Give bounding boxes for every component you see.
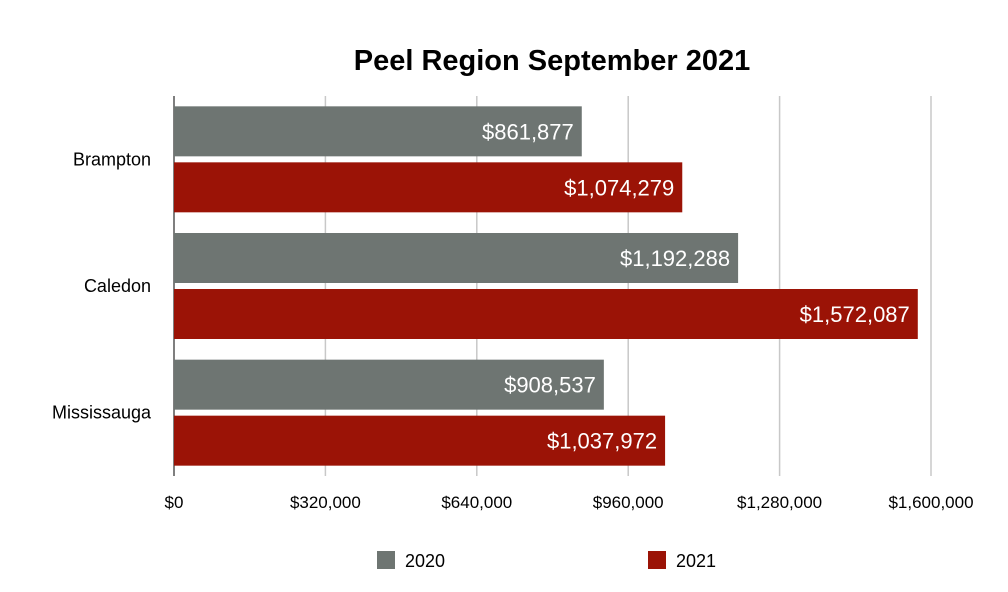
category-label-brampton: Brampton <box>73 149 151 169</box>
x-axis-ticks: $0 $320,000 $640,000 $960,000 $1,280,000 $1,6… <box>165 493 974 512</box>
bar-2020-caledon <box>174 233 739 283</box>
bar-2020-mississauga <box>174 359 604 410</box>
legend-label-2020: 2020 <box>405 551 445 571</box>
data-label: $1,074,279 <box>564 175 674 200</box>
category-label-mississauga: Mississauga <box>52 403 152 423</box>
legend: 2020 2021 <box>377 551 716 571</box>
category-labels: Brampton Caledon Mississauga <box>52 149 152 422</box>
bar-2020-brampton <box>174 106 582 157</box>
x-tick-label: $0 <box>165 493 184 512</box>
legend-swatch-2021 <box>648 551 666 569</box>
bar-2021-caledon <box>174 289 918 339</box>
x-tick-label: $320,000 <box>290 493 361 512</box>
data-label: $908,537 <box>504 373 596 398</box>
x-tick-label: $960,000 <box>593 493 664 512</box>
x-tick-label: $640,000 <box>441 493 512 512</box>
category-label-caledon: Caledon <box>84 276 151 296</box>
bar-2021-mississauga <box>174 415 666 466</box>
data-label: $861,877 <box>482 119 574 144</box>
bar-2021-brampton <box>174 162 683 213</box>
x-tick-label: $1,280,000 <box>737 493 822 512</box>
chart-title: Peel Region September 2021 <box>354 45 751 77</box>
legend-label-2021: 2021 <box>676 551 716 571</box>
data-label: $1,572,087 <box>800 302 910 327</box>
grid-lines <box>173 96 932 476</box>
bars: $861,877 $1,074,279 $1,192,288 $1,572,087 $9… <box>174 106 918 466</box>
x-tick-label: $1,600,000 <box>888 493 973 512</box>
legend-swatch-2020 <box>377 551 395 569</box>
data-label: $1,192,288 <box>620 246 730 271</box>
data-label: $1,037,972 <box>547 429 657 454</box>
